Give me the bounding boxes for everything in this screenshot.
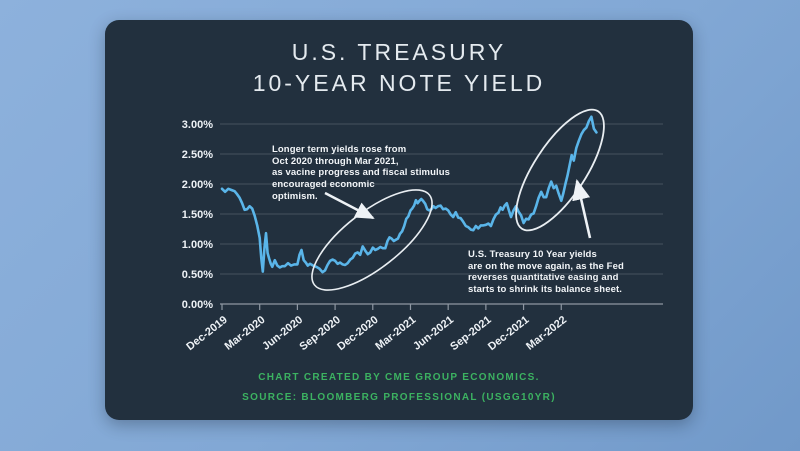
annotation-2-arrow-icon [572,178,592,239]
yield-line-series [220,115,598,274]
annotation-2022-rise: U.S. Treasury 10 Year yields are on the m… [468,249,624,296]
y-axis-label: 2.50% [182,149,213,161]
x-axis-label: Jun-2021 [411,314,456,353]
y-axis-label: 2.00% [182,179,213,191]
x-axis-label: Mar-2020 [223,314,268,353]
y-axis-label: 0.50% [182,269,213,281]
footer-credit: CHART CREATED BY CME GROUP ECONOMICS. [258,372,540,383]
yield-line-chart: 3.00% 2.50% 2.00% 1.50% 1.00% 0.50% 0.00% Dec-… [182,108,663,353]
x-axis-label: Mar-2022 [524,314,569,353]
chart-title-line2: 10-YEAR NOTE YIELD [252,70,546,96]
x-axis-label: Dec-2019 [184,314,229,353]
annotation-line: U.S. Treasury 10 Year yields [468,249,597,260]
annotation-line: starts to shrink its balance sheet. [468,284,622,296]
annotation-2020-2021-rise: Longer term yields rose from Oct 2020 thr… [272,144,450,203]
y-axis-label: 1.00% [182,239,213,251]
x-axis-label: Sep-2020 [297,314,342,353]
x-axis-label: Dec-2020 [335,314,380,353]
annotation-line: encouraged economic [272,179,375,191]
y-axis-label: 3.00% [182,119,213,131]
line-layer [220,115,598,274]
grid-layer: 3.00% 2.50% 2.00% 1.50% 1.00% 0.50% 0.00% [182,119,663,311]
y-axis-label: 1.50% [182,209,213,221]
chart-card: U.S. TREASURY 10-YEAR NOTE YIELD 3.00% 2.… [105,20,693,420]
annotation-line: reverses quantitative easing and [468,272,619,284]
x-axis-label: Dec-2021 [486,314,531,353]
highlight-ellipse-2022-rise [515,108,605,232]
annotation-1-arrow-icon [324,191,375,220]
annotation-line: are on the move again, as the Fed [468,260,624,272]
axis-layer: Dec-2019Mar-2020Jun-2020Sep-2020Dec-2020… [184,303,663,353]
annotation-line: Oct 2020 through Mar 2021, [272,155,399,167]
x-axis-label: Mar-2021 [373,314,418,353]
annotation-line: optimism. [272,190,318,202]
annotation-line: as vacine progress and fiscal stimulus [272,167,451,179]
x-axis-label: Sep-2021 [448,314,493,353]
y-axis-label: 0.00% [182,299,213,311]
annotation-line: Longer term yields rose from [272,144,407,155]
chart-title-line1: U.S. TREASURY [291,39,507,65]
x-axis-label: Jun-2020 [260,314,305,353]
footer-source: SOURCE: BLOOMBERG PROFESSIONAL (USGG10YR… [242,392,556,403]
